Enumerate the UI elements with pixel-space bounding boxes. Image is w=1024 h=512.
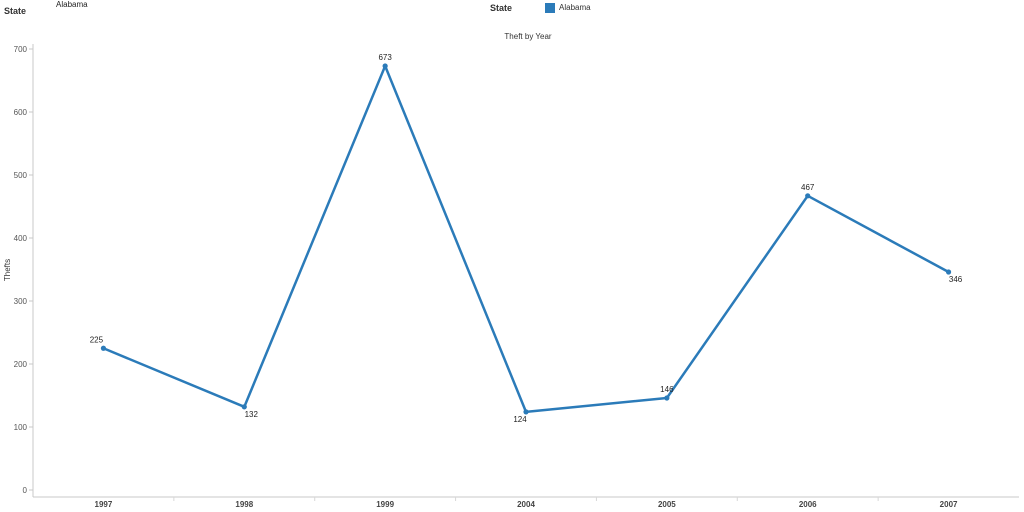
chart-title: Theft by Year (504, 32, 551, 41)
legend-title: State (490, 3, 513, 13)
data-point (241, 404, 247, 410)
data-label: 346 (949, 275, 963, 284)
data-point (523, 409, 529, 415)
filter-value-alabama[interactable]: Alabama (56, 0, 88, 9)
data-label: 124 (513, 415, 527, 424)
y-tick-label: 600 (14, 108, 28, 117)
y-tick-label: 100 (14, 423, 28, 432)
data-point (664, 395, 670, 401)
data-label: 225 (90, 335, 104, 344)
x-axis: 1997 1998 1999 2004 2005 2006 2007 (33, 496, 1019, 509)
data-label: 467 (801, 183, 815, 192)
y-tick-label: 0 (23, 486, 28, 495)
legend-swatch-alabama[interactable] (545, 3, 555, 13)
data-point (100, 345, 107, 351)
data-label: 132 (245, 410, 259, 419)
data-point (805, 193, 811, 199)
x-tick-label: 2006 (799, 500, 817, 509)
y-axis-label: Thefts (3, 259, 12, 281)
x-tick-label: 1997 (95, 500, 113, 509)
data-label: 146 (660, 385, 674, 394)
x-tick-label: 2005 (658, 500, 676, 509)
series-layer: 225 132 673 124 146 467 346 (90, 53, 963, 424)
filter-title: State (4, 6, 27, 16)
y-tick-label: 200 (14, 360, 28, 369)
y-tick-label: 700 (14, 45, 28, 54)
x-tick-label: 2004 (517, 500, 535, 509)
x-tick-label: 2007 (940, 500, 958, 509)
data-point (382, 63, 388, 69)
y-tick-label: 300 (14, 297, 28, 306)
y-tick-label: 500 (14, 171, 28, 180)
y-axis: 0 100 200 300 400 500 600 700 (14, 44, 34, 497)
data-point (945, 269, 952, 275)
x-tick-label: 1998 (235, 500, 253, 509)
x-tick-label: 1999 (376, 500, 394, 509)
legend-label-alabama[interactable]: Alabama (559, 3, 591, 12)
data-label: 673 (378, 53, 392, 62)
y-tick-label: 400 (14, 234, 28, 243)
series-line-alabama (102, 64, 950, 414)
